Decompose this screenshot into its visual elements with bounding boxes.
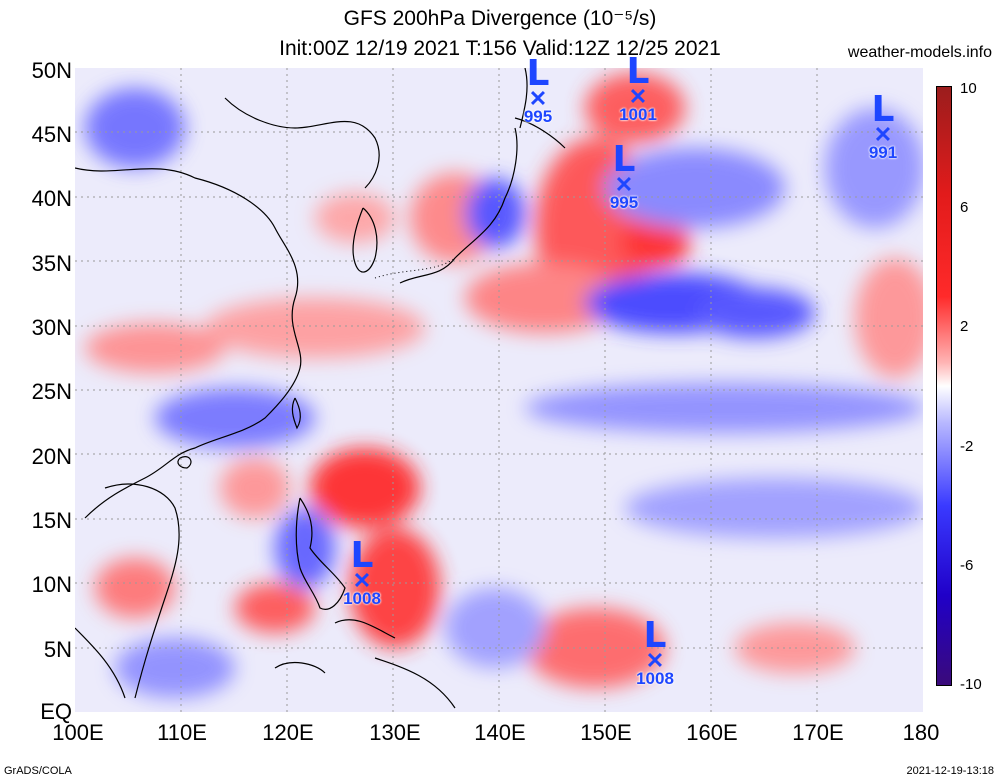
colorbar-tick: -6 <box>960 557 974 574</box>
low-center-x-icon: ✕ <box>352 568 372 593</box>
low-symbol: L <box>350 535 374 576</box>
low-center-x-icon: ✕ <box>614 172 634 197</box>
low-symbol: L <box>643 615 667 656</box>
low-marker: L ✕ 1001 <box>619 51 657 124</box>
x-label-120e: 120E <box>262 720 314 745</box>
low-symbol: L <box>612 139 636 180</box>
y-label-50n: 50N <box>31 58 72 83</box>
y-label-40n: 40N <box>31 186 72 211</box>
x-label-110e: 110E <box>157 720 207 745</box>
x-label-150e: 150E <box>580 720 632 745</box>
x-label-160e: 160E <box>686 720 738 745</box>
map-title: GFS 200hPa Divergence (10⁻⁵/s) <box>343 7 657 30</box>
y-label-25n: 25N <box>31 379 72 404</box>
x-label-140e: 140E <box>474 720 526 745</box>
y-label-5n: 5N <box>43 637 72 662</box>
coastlines <box>75 68 566 709</box>
low-marker: L ✕ 995 <box>609 139 639 212</box>
y-label-45n: 45N <box>31 122 72 147</box>
low-pressure: 1008 <box>343 589 381 608</box>
low-marker: L ✕ 1008 <box>343 535 381 608</box>
colorbar-tick: 10 <box>960 80 977 97</box>
x-label-100e: 100E <box>52 720 104 745</box>
low-pressure: 1001 <box>619 105 657 124</box>
map-subtitle: Init:00Z 12/19 2021 T:156 Valid:12Z 12/2… <box>279 37 721 60</box>
low-pressure: 991 <box>868 143 898 162</box>
colorbar-tick: -10 <box>960 676 982 693</box>
colorbar-tick: -2 <box>960 438 974 455</box>
low-center-x-icon: ✕ <box>645 648 665 673</box>
y-label-35n: 35N <box>31 251 72 276</box>
low-center-x-icon: ✕ <box>873 122 893 147</box>
x-label-180: 180 <box>902 720 940 745</box>
y-label-10n: 10N <box>31 572 72 597</box>
colorbar <box>936 86 952 686</box>
low-pressure: 995 <box>523 107 553 126</box>
low-symbol: L <box>871 89 895 130</box>
low-center-x-icon: ✕ <box>628 84 648 109</box>
divergence-field <box>75 68 923 712</box>
divergence-map <box>75 68 923 712</box>
low-symbol: L <box>626 51 650 92</box>
low-pressure: 1008 <box>636 669 674 688</box>
y-label-30n: 30N <box>31 315 72 340</box>
low-marker: L ✕ 991 <box>868 89 898 162</box>
low-center-x-icon: ✕ <box>528 86 548 111</box>
low-symbol: L <box>526 53 550 94</box>
low-marker: L ✕ 1008 <box>636 615 674 688</box>
x-label-130e: 130E <box>369 720 421 745</box>
footer-software: GrADS/COLA <box>4 765 72 777</box>
low-pressure: 995 <box>609 193 639 212</box>
site-credit: weather-models.info <box>847 44 992 61</box>
y-label-15n: 15N <box>31 508 72 533</box>
low-marker: L ✕ 995 <box>523 53 553 126</box>
colorbar-tick: 2 <box>960 318 969 335</box>
colorbar-tick: 6 <box>960 199 969 216</box>
y-label-eq: EQ <box>40 699 72 724</box>
footer-timestamp: 2021-12-19-13:18 <box>906 765 994 777</box>
y-label-20n: 20N <box>31 444 72 469</box>
x-label-170e: 170E <box>792 720 844 745</box>
